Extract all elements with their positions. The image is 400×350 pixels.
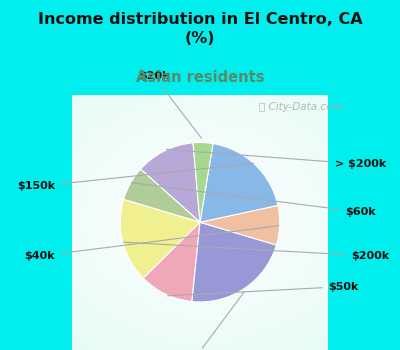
Text: Income distribution in El Centro, CA
(%): Income distribution in El Centro, CA (%) (38, 12, 362, 46)
Text: ⓘ City-Data.com: ⓘ City-Data.com (259, 102, 342, 112)
Text: $50k: $50k (168, 282, 358, 296)
Text: $100k: $100k (176, 292, 244, 350)
Wedge shape (192, 222, 276, 302)
Wedge shape (120, 199, 200, 278)
Wedge shape (140, 143, 200, 222)
Wedge shape (124, 169, 200, 222)
Text: $20k: $20k (139, 71, 202, 138)
Text: > $200k: > $200k (166, 149, 386, 169)
Wedge shape (193, 142, 213, 222)
Wedge shape (200, 205, 280, 245)
Text: $150k: $150k (17, 163, 254, 191)
Wedge shape (143, 222, 200, 302)
Text: $60k: $60k (131, 183, 376, 217)
Text: $40k: $40k (24, 226, 279, 261)
Text: $200k: $200k (124, 242, 389, 261)
Wedge shape (200, 144, 278, 222)
Text: Asian residents: Asian residents (136, 70, 264, 85)
